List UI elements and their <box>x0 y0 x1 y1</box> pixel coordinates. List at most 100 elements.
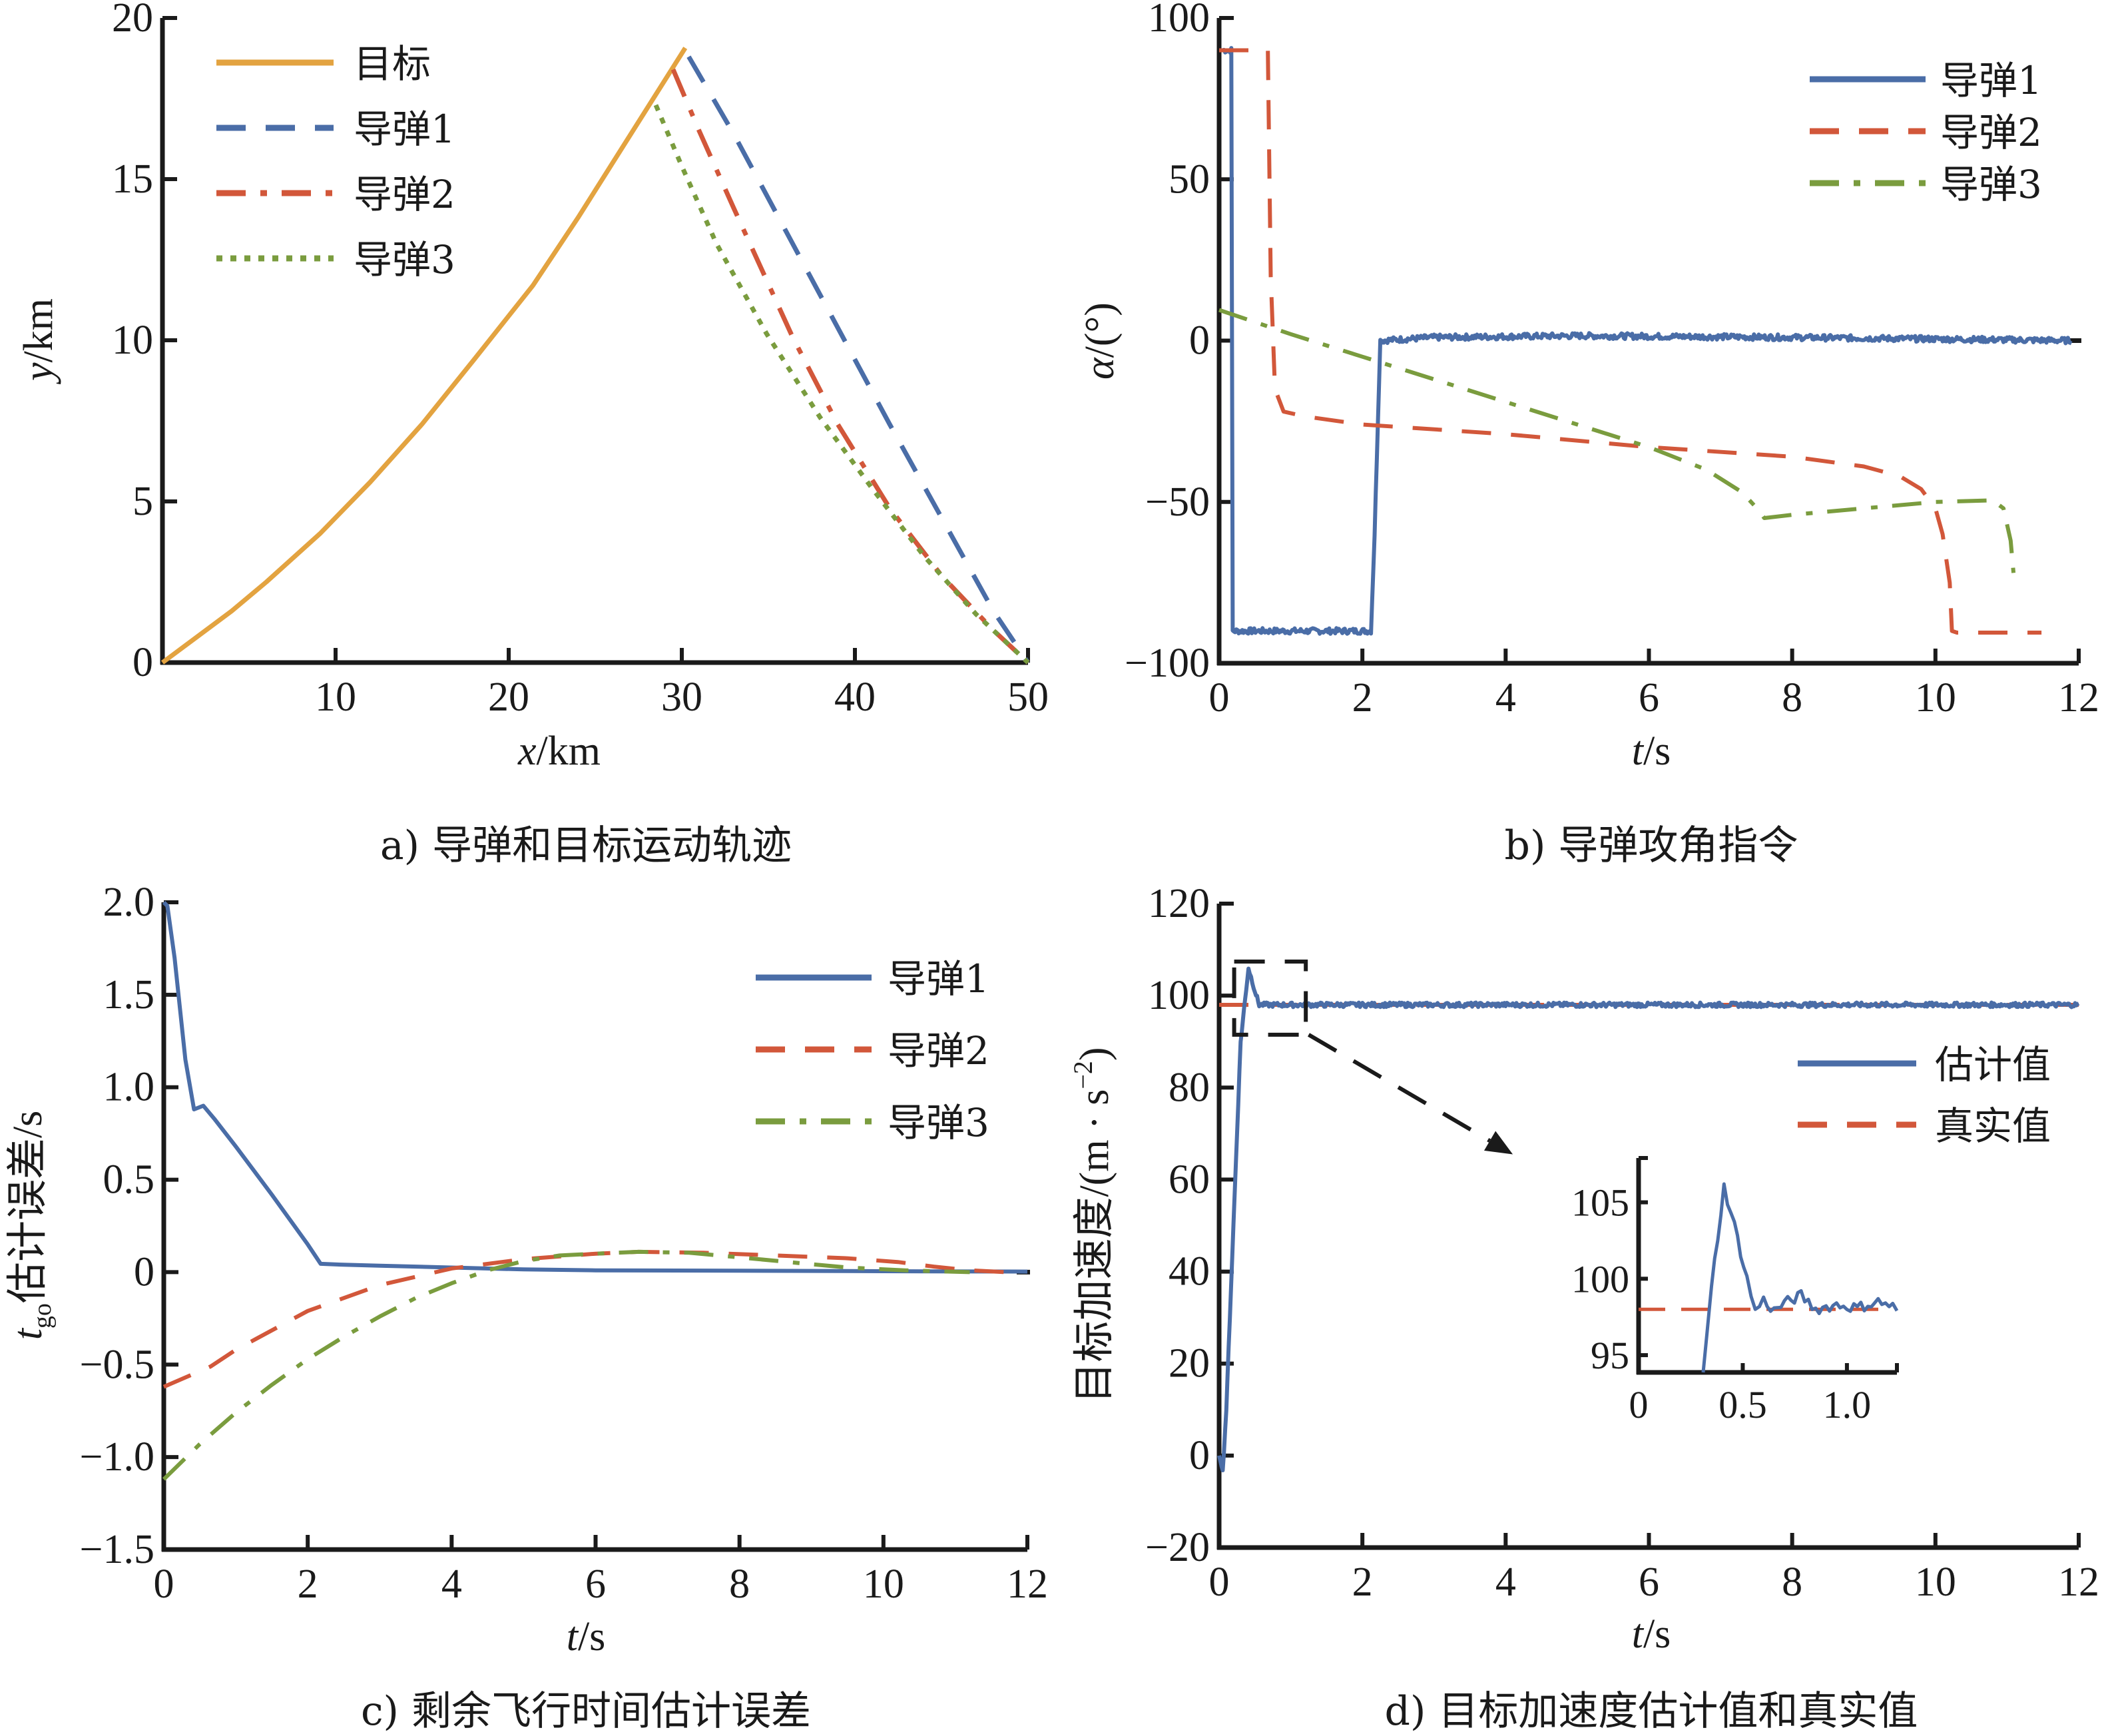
legend-label-1: 导弹1 <box>1940 58 2042 103</box>
zoom-region-box <box>1232 960 1308 1037</box>
x-tick-label: 8 <box>1782 675 1802 721</box>
x-tick-label: 10 <box>1915 1560 1956 1605</box>
x-tick-label: 8 <box>1782 1560 1802 1605</box>
x-tick-label: 4 <box>441 1562 462 1607</box>
y-tick-label: 0.5 <box>103 1157 155 1203</box>
x-tick-label: 30 <box>661 675 702 720</box>
legend-label-1: 目标 <box>354 41 431 87</box>
x-axis-title: t/s <box>567 1614 606 1659</box>
x-tick-label: 10 <box>863 1562 904 1607</box>
legend-label-2: 导弹1 <box>354 107 455 152</box>
x-tick-label: 2 <box>1352 1560 1373 1605</box>
series-a-1 <box>160 47 688 665</box>
inset-x-tick-label: 0 <box>1629 1383 1649 1426</box>
series-b-1 <box>1218 46 2073 636</box>
x-tick-label: 6 <box>585 1562 606 1607</box>
x-tick-label: 50 <box>1007 675 1049 720</box>
legend-label-2: 导弹2 <box>1940 110 2042 155</box>
x-tick-label: 8 <box>729 1562 750 1607</box>
zoom-arrow-head <box>1483 1131 1513 1155</box>
x-tick-label: 4 <box>1495 675 1516 721</box>
panel-b-attack-angle: −100 −50 0 50 100 0 2 4 6 8 10 12 导弹1 导弹2 导弹3 t/s α/(°) b… <box>1077 0 2099 869</box>
caption-b: b) 导弹攻角指令 <box>1505 822 1798 869</box>
y-tick-label: −0.5 <box>80 1342 154 1387</box>
y-tick-label: 100 <box>1148 0 1210 41</box>
y-tick-label: 15 <box>112 156 153 202</box>
legend-label-3: 导弹3 <box>1940 162 2042 207</box>
inset-x-tick-label: 0.5 <box>1718 1383 1767 1426</box>
series-b-3 <box>1218 308 2016 573</box>
y-tick-label: −100 <box>1125 641 1210 686</box>
series-c-3 <box>162 1249 970 1481</box>
x-tick-label: 12 <box>2058 675 2099 721</box>
caption-d: d) 目标加速度估计值和真实值 <box>1385 1688 1918 1735</box>
y-tick-label: 1.0 <box>103 1065 155 1110</box>
inset-x-tick-label: 1.0 <box>1823 1383 1872 1426</box>
y-tick-label: −20 <box>1145 1525 1210 1570</box>
series-a-4 <box>653 104 1030 665</box>
legend-label-1: 导弹1 <box>888 956 989 1002</box>
y-axis-title: y/km <box>16 298 61 385</box>
y-tick-label: 0 <box>1189 318 1210 364</box>
x-tick-label: 10 <box>1915 675 1956 721</box>
legend-label-2: 导弹2 <box>888 1028 989 1073</box>
series-a-2 <box>686 55 1030 664</box>
caption-a: a) 导弹和目标运动轨迹 <box>380 822 792 869</box>
x-tick-label: 0 <box>154 1562 174 1607</box>
y-tick-label: 5 <box>132 479 153 524</box>
x-tick-label: 2 <box>298 1562 318 1607</box>
y-tick-label: 0 <box>132 640 153 685</box>
y-axis-title: α/(°) <box>1077 302 1123 380</box>
inset-y-tick-label: 100 <box>1571 1257 1629 1301</box>
x-tick-label: 6 <box>1639 675 1659 721</box>
series-c-2 <box>162 1249 1006 1389</box>
x-tick-label: 4 <box>1495 1560 1516 1605</box>
y-tick-label: 10 <box>112 318 153 363</box>
x-tick-label: 2 <box>1352 675 1373 721</box>
x-tick-label: 10 <box>315 675 356 720</box>
y-axis-title: tgo估计误差/s <box>5 1111 57 1340</box>
y-tick-label: 0 <box>1189 1433 1210 1478</box>
series-d-1 <box>1217 966 2080 1472</box>
inset-y-tick-label: 95 <box>1591 1334 1629 1377</box>
series-a-3 <box>670 69 1030 665</box>
inset-zoom-plot: 95 100 105 0 0.5 1.0 <box>1571 1156 1899 1426</box>
x-tick-label: 0 <box>1209 675 1230 721</box>
legend-label-2: 真实值 <box>1935 1103 2051 1149</box>
y-tick-label: 1.5 <box>103 972 155 1017</box>
x-tick-label: 12 <box>2058 1560 2099 1605</box>
x-tick-label: 12 <box>1007 1562 1048 1607</box>
x-tick-label: 20 <box>488 675 529 720</box>
x-axis-title: x/km <box>517 728 601 774</box>
zoom-arrow-line <box>1307 1033 1491 1143</box>
x-tick-label: 40 <box>834 675 876 720</box>
x-axis-title: t/s <box>1632 1611 1671 1657</box>
y-tick-label: 80 <box>1169 1065 1210 1110</box>
y-tick-label: 0 <box>134 1249 154 1295</box>
y-tick-label: 120 <box>1148 881 1210 926</box>
y-tick-label: 20 <box>1169 1341 1210 1386</box>
legend-label-1: 估计值 <box>1935 1042 2051 1087</box>
series-b-2 <box>1219 48 2042 635</box>
y-tick-label: 2.0 <box>103 880 155 925</box>
y-tick-label: −1.0 <box>80 1434 154 1480</box>
inset-series-1 <box>1701 1182 1899 1373</box>
x-axis-title: t/s <box>1632 728 1671 774</box>
panel-c-tgo-error: −1.5 −1.0 −0.5 0 0.5 1.0 1.5 2.0 0 2 4 6 8 10 12 导弹1 导弹2… <box>5 880 1048 1735</box>
y-tick-label: 60 <box>1169 1157 1210 1202</box>
legend-label-3: 导弹3 <box>888 1100 989 1145</box>
x-tick-label: 0 <box>1209 1560 1230 1605</box>
series-c-1 <box>162 900 1028 1274</box>
x-tick-label: 6 <box>1639 1560 1659 1605</box>
y-axis-title: 目标加速度/(m · s−2) <box>1068 1047 1117 1403</box>
y-tick-label: −50 <box>1145 479 1210 525</box>
legend-label-3: 导弹2 <box>354 172 455 217</box>
y-tick-label: −1.5 <box>80 1527 154 1572</box>
y-tick-label: 50 <box>1169 156 1210 202</box>
y-tick-label: 40 <box>1169 1249 1210 1295</box>
y-tick-label: 100 <box>1148 973 1210 1018</box>
inset-y-tick-label: 105 <box>1571 1181 1629 1225</box>
